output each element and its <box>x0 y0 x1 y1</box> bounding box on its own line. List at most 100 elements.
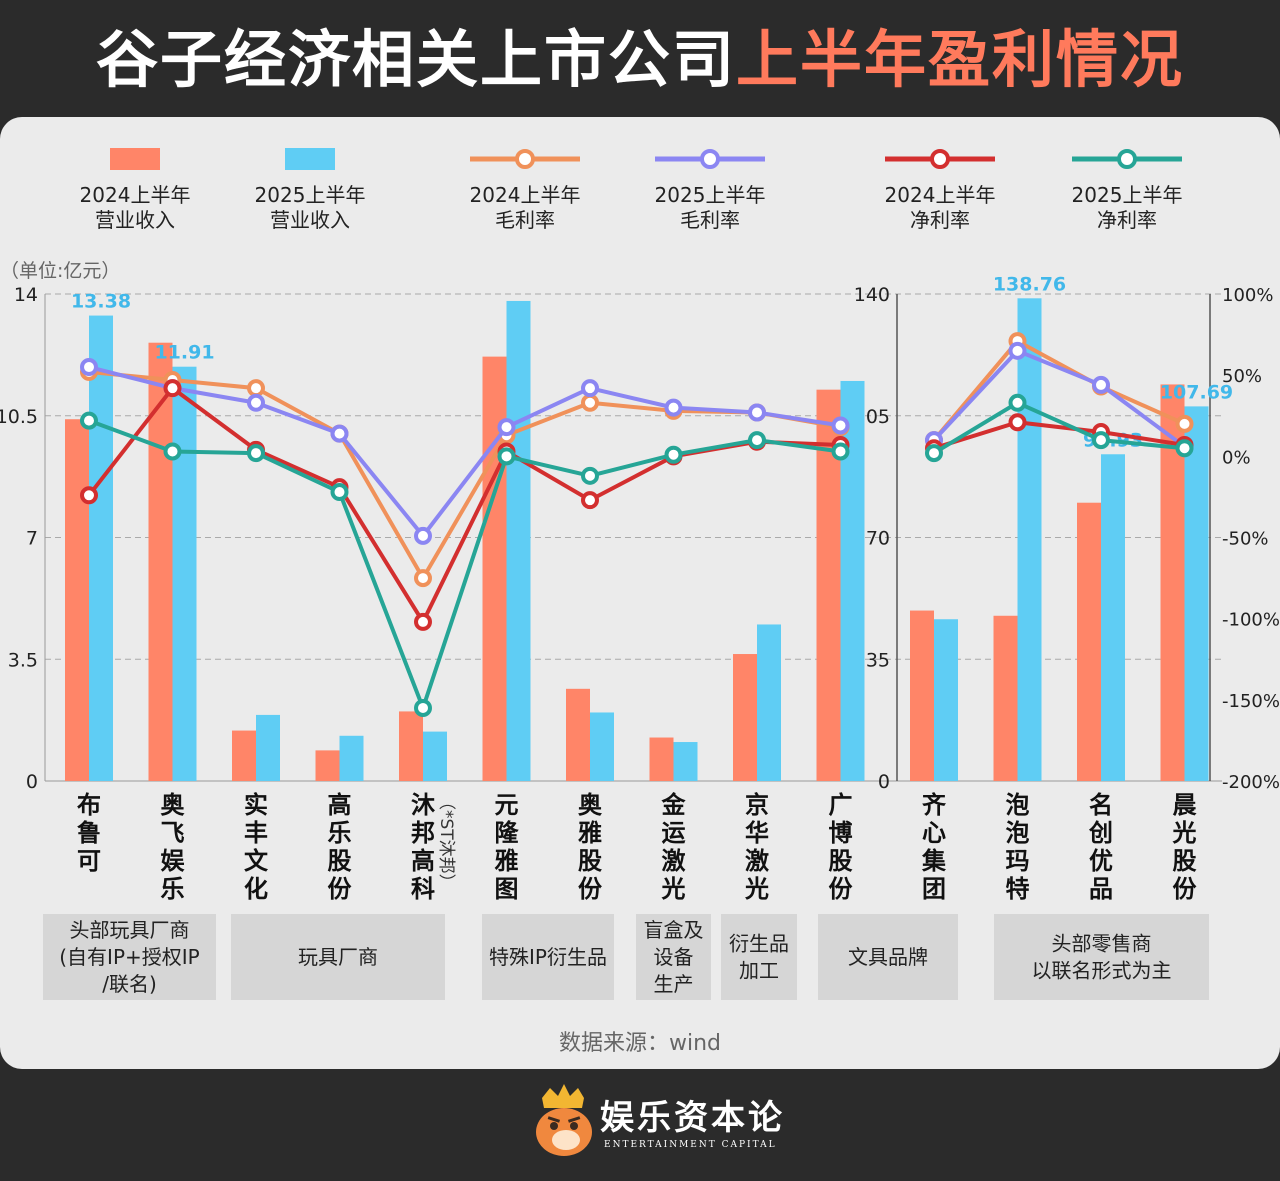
gross-margin-2025-point <box>247 393 265 412</box>
company-label-布鲁可: 布鲁可 <box>77 791 101 875</box>
gross-margin-2024-point <box>247 379 265 398</box>
net-margin-2025-line <box>88 418 841 710</box>
gross-margin-2024-line <box>88 369 841 581</box>
company-label-金运激光: 金运激光 <box>661 791 687 903</box>
value-label-晨光股份: 107.69 <box>1160 381 1233 403</box>
gross-margin-2025-point <box>748 403 766 422</box>
net-margin-2025-point <box>1008 393 1027 412</box>
pct-tick-label: -50% <box>1222 529 1269 550</box>
legend-sublabel-nm2025: 净利率 <box>1097 208 1157 232</box>
pct-tick-label: -200% <box>1222 772 1280 793</box>
bar-2024-沐邦高科 <box>399 711 423 781</box>
unit-label: （单位:亿元） <box>0 260 120 282</box>
gross-margin-2025-point <box>664 398 683 417</box>
category-box <box>721 914 797 1000</box>
pct-tick-label: 0% <box>1222 447 1251 468</box>
company-name: 广博股份 <box>829 791 854 903</box>
legend-label-rev2025: 2025上半年 <box>255 183 366 207</box>
mid-tick-label: 140 <box>854 284 890 306</box>
legend-marker-nm2024 <box>930 149 950 169</box>
company-label-齐心集团: 齐心集团 <box>921 791 947 903</box>
net-margin-2025-point <box>330 483 349 502</box>
bar-2025-沐邦高科 <box>423 731 447 781</box>
category-box <box>231 914 445 1000</box>
gross-margin-2024-point <box>1175 414 1194 433</box>
company-name: 晨光股份 <box>1172 791 1198 903</box>
company-name: 高乐股份 <box>328 791 353 903</box>
company-label-沐邦高科: 沐邦高科 （*ST沐邦） <box>411 791 456 903</box>
net-margin-2024-point <box>80 486 98 505</box>
value-label-泡泡玛特: 138.76 <box>993 273 1066 295</box>
gross-margin-2024-point <box>414 569 432 588</box>
bar-2025-名创优品 <box>1101 454 1125 781</box>
company-label-实丰文化: 实丰文化 <box>244 791 269 903</box>
company-name: 泡泡玛特 <box>1006 791 1030 903</box>
net-margin-2025-point <box>247 444 265 463</box>
legend-label-nm2025: 2025上半年 <box>1072 183 1183 207</box>
legend-sublabel-rev2025: 营业收入 <box>270 208 350 232</box>
chart-svg: 2024上半年营业收入2025上半年营业收入2024上半年毛利率2025上半年毛… <box>0 148 1280 1056</box>
category-box <box>43 914 216 1000</box>
legend-sublabel-nm2024: 净利率 <box>910 208 970 232</box>
gross-margin-2025-point <box>80 358 98 377</box>
left-tick-label: 0 <box>26 771 38 793</box>
company-name: 金运激光 <box>661 791 687 903</box>
bar-2024-京华激光 <box>733 654 757 781</box>
category-label: 衍生品加工 <box>729 932 789 983</box>
bar-2024-实丰文化 <box>232 730 256 781</box>
legend-swatch-rev2024 <box>110 148 160 170</box>
net-margin-2024-point <box>581 491 599 510</box>
bar-2025-晨光股份 <box>1184 406 1209 781</box>
left-tick-label: 10.5 <box>0 406 38 428</box>
legend-sublabel-gm2025: 毛利率 <box>680 208 740 232</box>
value-label-布鲁可: 13.38 <box>71 291 131 313</box>
net-margin-2025-point <box>1175 439 1194 458</box>
left-tick-label: 3.5 <box>8 649 38 671</box>
gross-margin-2025-point <box>1008 341 1027 360</box>
company-note: （*ST沐邦） <box>436 793 456 891</box>
net-margin-2024-point <box>163 379 182 398</box>
mid-tick-label: 0 <box>878 771 890 793</box>
bar-2025-奥雅股份 <box>590 712 614 781</box>
legend-marker-gm2025 <box>700 149 720 169</box>
company-label-奥雅股份: 奥雅股份 <box>578 791 603 903</box>
bar-2025-京华激光 <box>757 624 781 781</box>
legend-sublabel-rev2024: 营业收入 <box>95 208 175 232</box>
company-name: 名创优品 <box>1088 791 1113 903</box>
page-title: 谷子经济相关上市公司上半年盈利情况 <box>0 18 1280 102</box>
company-name: 沐邦高科 <box>411 791 435 903</box>
brand-name: 娱乐资本论 <box>600 1098 785 1138</box>
gross-margin-2025-point <box>581 379 599 398</box>
brand-logo: 娱乐资本论 ENTERTAINMENT CAPITAL <box>528 1084 782 1164</box>
category-label: 头部玩具厂商(自有IP+授权IP/联名) <box>59 918 199 996</box>
bar-2025-布鲁可 <box>89 315 113 781</box>
company-name: 布鲁可 <box>77 791 101 875</box>
category-label: 玩具厂商 <box>298 945 378 969</box>
bar-2024-金运激光 <box>649 737 674 781</box>
title-part2: 上半年盈利情况 <box>736 23 1185 96</box>
company-label-高乐股份: 高乐股份 <box>328 791 353 903</box>
legend-label-nm2024: 2024上半年 <box>885 183 996 207</box>
pct-tick-label: 50% <box>1222 366 1262 387</box>
bar-2024-布鲁可 <box>65 419 89 781</box>
bar-2025-奥飞娱乐 <box>172 366 197 781</box>
pct-tick-label: -100% <box>1222 610 1280 631</box>
gross-margin-2025-line <box>88 365 841 538</box>
brand-english: ENTERTAINMENT CAPITAL <box>604 1140 777 1150</box>
category-box <box>636 914 711 1000</box>
net-margin-2024-point <box>414 612 432 631</box>
legend-label-gm2024: 2024上半年 <box>470 183 581 207</box>
pct-tick-label: 100% <box>1222 285 1273 306</box>
net-margin-2025-point <box>581 466 599 485</box>
company-label-京华激光: 京华激光 <box>744 791 769 903</box>
net-margin-2025-point <box>163 442 182 461</box>
legend-swatch-rev2025 <box>285 148 335 170</box>
net-margin-2025-point <box>831 442 850 461</box>
left-tick-label: 7 <box>26 528 38 550</box>
gross-margin-2025-point <box>414 526 432 545</box>
bar-2024-齐心集团 <box>910 610 934 781</box>
bar-2024-高乐股份 <box>315 750 340 781</box>
category-box <box>994 914 1209 1000</box>
bar-2024-奥飞娱乐 <box>148 342 173 781</box>
company-label-泡泡玛特: 泡泡玛特 <box>1006 791 1030 903</box>
